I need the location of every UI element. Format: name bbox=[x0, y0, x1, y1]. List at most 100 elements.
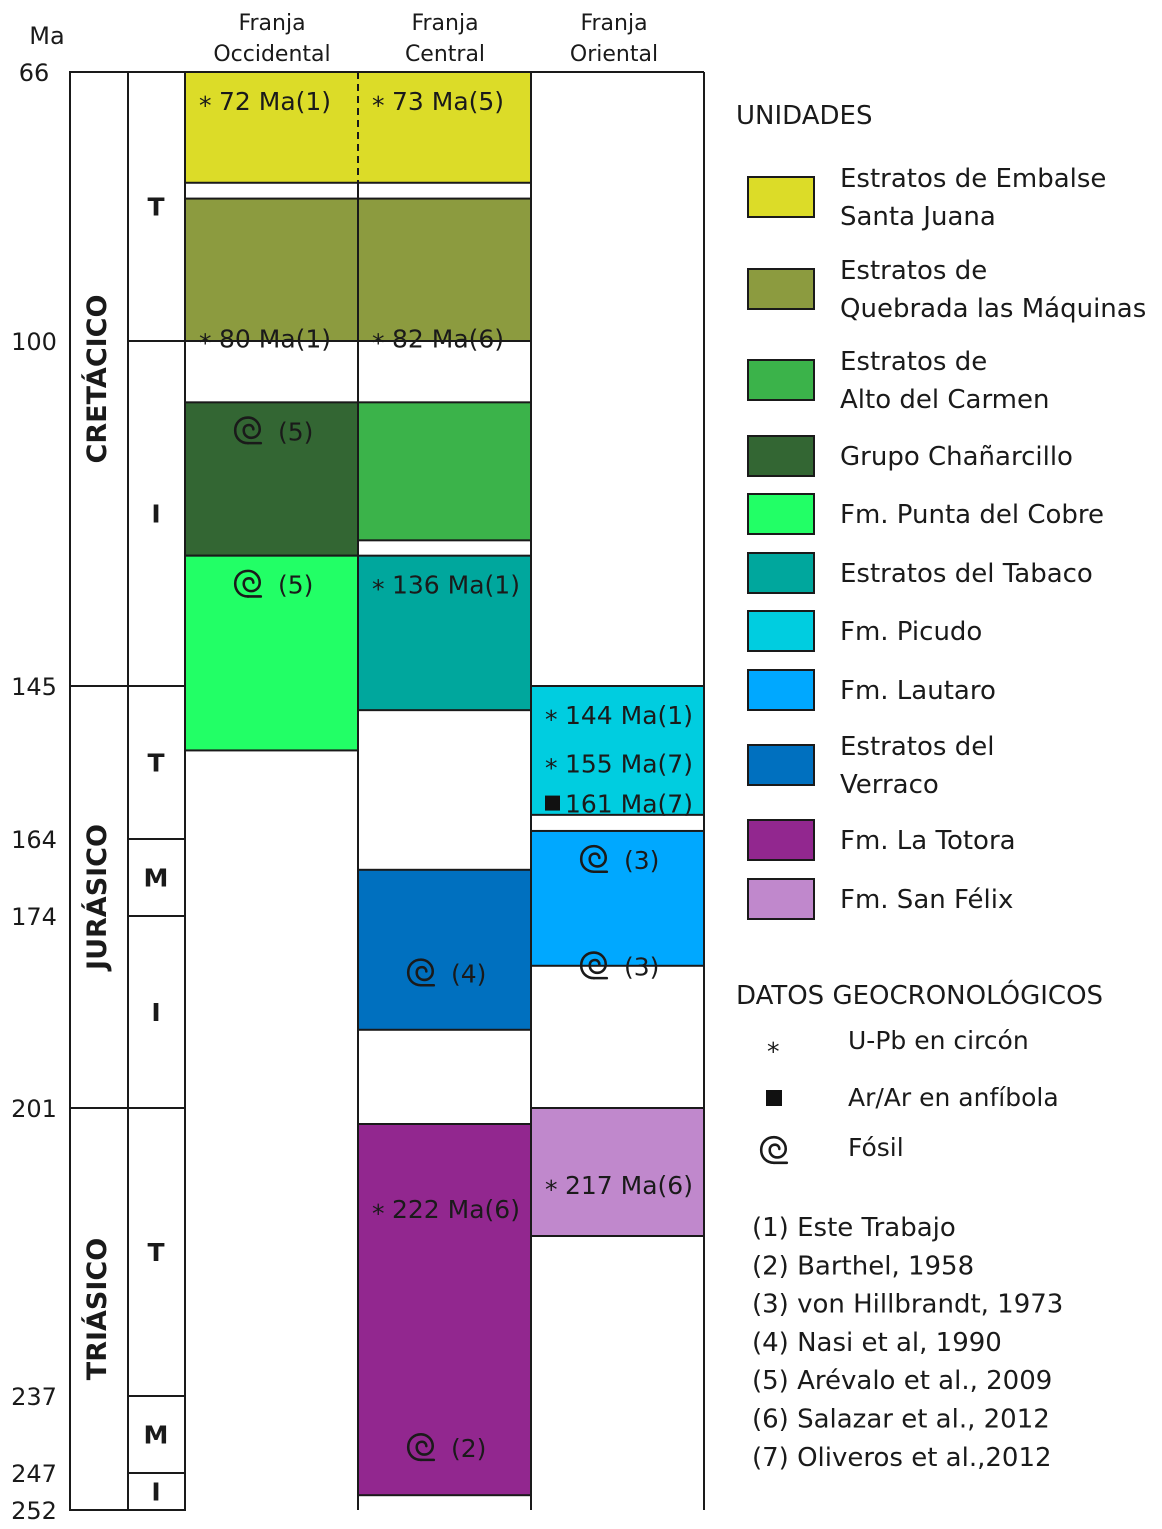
legend-label: Estratos de Embalse bbox=[840, 164, 1106, 194]
geochron-marker: (3) bbox=[579, 951, 659, 981]
geochron-label: 217 Ma(6) bbox=[565, 1171, 693, 1200]
asterisk-icon: * bbox=[545, 705, 558, 734]
column-header: Occidental bbox=[213, 42, 330, 67]
geochron-marker: * 217 Ma(6) bbox=[545, 1171, 693, 1204]
legend-label: Fm. Punta del Cobre bbox=[840, 500, 1104, 530]
axis-tick-label: 164 bbox=[11, 826, 57, 854]
reference-item: (5) Arévalo et al., 2009 bbox=[752, 1366, 1052, 1396]
legend-references: (1) Este Trabajo (2) Barthel, 1958 (3) von… bbox=[752, 1213, 1063, 1473]
geochron-marker: (5) bbox=[233, 416, 313, 446]
legend-label: Quebrada las Máquinas bbox=[840, 294, 1146, 324]
asterisk-icon: * bbox=[545, 1175, 558, 1204]
legend-geo-title: DATOS GEOCRONOLÓGICOS bbox=[736, 979, 1103, 1011]
legend-label: Fm. Picudo bbox=[840, 617, 982, 647]
axis-tick-label: 252 bbox=[11, 1497, 57, 1525]
geochron-marker: * 136 Ma(1) bbox=[372, 571, 520, 604]
axis-tick-label: 201 bbox=[11, 1095, 57, 1123]
epoch-label: M bbox=[144, 1421, 169, 1450]
legend-swatch-verraco bbox=[747, 744, 815, 786]
legend-swatch-lautaro bbox=[747, 669, 815, 711]
reference-item: (1) Este Trabajo bbox=[752, 1213, 956, 1243]
legend-units: Estratos de Embalse Santa Juana Estratos d… bbox=[747, 164, 1146, 920]
geochron-marker: * 82 Ma(6) bbox=[372, 324, 504, 357]
epoch-label: I bbox=[151, 998, 160, 1027]
legend-swatch-felix bbox=[747, 878, 815, 920]
legend-units-title: UNIDADES bbox=[736, 101, 872, 131]
geochron-label: 72 Ma(1) bbox=[219, 87, 331, 116]
legend-swatch-tabaco bbox=[747, 552, 815, 594]
geochron-marker: * 72 Ma(1) bbox=[199, 87, 331, 120]
axis-tick-label: 100 bbox=[11, 328, 57, 356]
legend-geo-items: * U-Pb en circón Ar/Ar en anfíbola Fósil bbox=[759, 1026, 1059, 1165]
geochron-marker: (2) bbox=[406, 1433, 486, 1463]
legend-swatch-maquinas bbox=[747, 268, 815, 310]
reference-item: (6) Salazar et al., 2012 bbox=[752, 1405, 1050, 1435]
unit-blocks bbox=[184, 71, 705, 1497]
epoch-column bbox=[127, 71, 186, 1511]
epoch-label: I bbox=[151, 1478, 160, 1507]
asterisk-icon: * bbox=[372, 1199, 385, 1228]
unit-block-tabaco bbox=[357, 554, 532, 712]
unit-block-verraco bbox=[357, 868, 532, 1031]
legend-swatch-picudo bbox=[747, 610, 815, 652]
fossil-icon bbox=[759, 1135, 789, 1165]
legend-swatch-totora bbox=[747, 819, 815, 861]
axis-tick-label: 145 bbox=[11, 673, 57, 701]
geochron-label: 80 Ma(1) bbox=[219, 324, 331, 353]
period-label: CRETÁCICO bbox=[81, 295, 113, 464]
legend-geo-label: U-Pb en circón bbox=[848, 1026, 1029, 1055]
asterisk-icon: * bbox=[545, 753, 558, 782]
legend-swatch-embalse bbox=[747, 176, 815, 218]
legend-label: Verraco bbox=[840, 770, 939, 800]
square-icon bbox=[766, 1090, 782, 1106]
column-header: Franja bbox=[580, 11, 647, 36]
geochron-label: (3) bbox=[624, 952, 659, 981]
unit-block-totora bbox=[357, 1123, 532, 1497]
epoch-label: M bbox=[144, 864, 169, 893]
legend-label: Fm. Lautaro bbox=[840, 676, 996, 706]
geochron-label: (3) bbox=[624, 846, 659, 875]
legend-label: Fm. La Totora bbox=[840, 826, 1016, 856]
geochron-marker: 161 Ma(7) bbox=[545, 790, 693, 819]
axis-tick-label: 247 bbox=[11, 1460, 57, 1488]
axis-unit: Ma bbox=[29, 22, 64, 50]
column-header: Oriental bbox=[570, 42, 658, 67]
geochron-label: 82 Ma(6) bbox=[392, 324, 504, 353]
period-label: TRIÁSICO bbox=[81, 1238, 113, 1380]
unit-block-chanarcillo bbox=[184, 401, 359, 557]
period-label: JURÁSICO bbox=[81, 824, 113, 972]
legend-label: Santa Juana bbox=[840, 202, 996, 232]
reference-item: (2) Barthel, 1958 bbox=[752, 1251, 974, 1281]
asterisk-icon: * bbox=[372, 575, 385, 604]
legend-label: Grupo Chañarcillo bbox=[840, 442, 1073, 472]
geochron-label: (2) bbox=[451, 1434, 486, 1463]
reference-item: (3) von Hillbrandt, 1973 bbox=[752, 1290, 1063, 1320]
asterisk-icon: * bbox=[372, 328, 385, 357]
asterisk-icon: * bbox=[372, 91, 385, 120]
legend-swatch-chanarcillo bbox=[747, 435, 815, 477]
legend-label: Alto del Carmen bbox=[840, 385, 1050, 415]
geochron-label: (5) bbox=[278, 571, 313, 600]
legend-label: Estratos de bbox=[840, 347, 987, 377]
axis-tick-label: 66 bbox=[19, 59, 50, 87]
asterisk-icon: * bbox=[199, 91, 212, 120]
unit-block-carmen bbox=[357, 401, 532, 542]
legend-label: Estratos del bbox=[840, 732, 994, 762]
geochron-label: 136 Ma(1) bbox=[392, 571, 520, 600]
axis-tick-label: 237 bbox=[11, 1383, 57, 1411]
geochron-label: 161 Ma(7) bbox=[565, 790, 693, 819]
column-header: Franja bbox=[238, 11, 305, 36]
unit-block-felix bbox=[530, 1107, 705, 1237]
geochron-label: (5) bbox=[278, 417, 313, 446]
unit-block-picudo bbox=[530, 685, 705, 816]
legend-label: Fm. San Félix bbox=[840, 885, 1013, 915]
geochron-label: 222 Ma(6) bbox=[392, 1195, 520, 1224]
epoch-label: T bbox=[147, 1238, 164, 1267]
square-icon bbox=[545, 795, 560, 811]
geochron-marker: (3) bbox=[579, 844, 659, 875]
epoch-label: T bbox=[147, 193, 164, 222]
geochron-label: 155 Ma(7) bbox=[565, 749, 693, 778]
geochron-label: 144 Ma(1) bbox=[565, 701, 693, 730]
